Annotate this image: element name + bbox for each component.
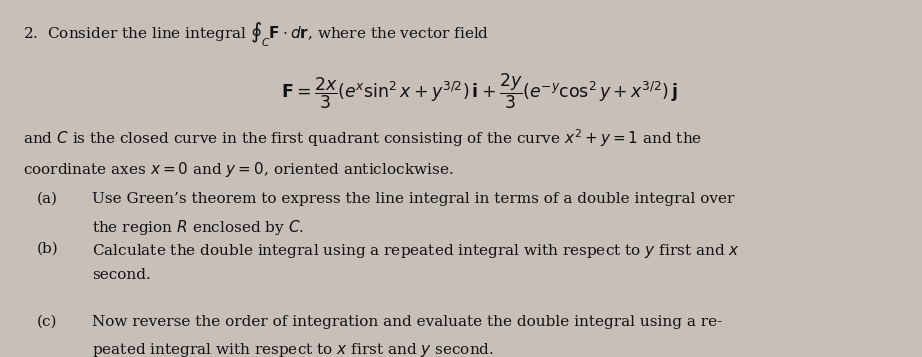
Text: Use Green’s theorem to express the line integral in terms of a double integral o: Use Green’s theorem to express the line … <box>92 192 735 206</box>
Text: peated integral with respect to $x$ first and $y$ second.: peated integral with respect to $x$ firs… <box>92 341 494 357</box>
Text: coordinate axes $x = 0$ and $y = 0$, oriented anticlockwise.: coordinate axes $x = 0$ and $y = 0$, ori… <box>23 160 454 178</box>
Text: $\mathbf{F} = \dfrac{2x}{3}(e^x \sin^2 x + y^{3/2})\,\mathbf{i} + \dfrac{2y}{3}(: $\mathbf{F} = \dfrac{2x}{3}(e^x \sin^2 x… <box>281 72 678 111</box>
Text: 2.  Consider the line integral $\oint_C \mathbf{F} \cdot d\mathbf{r}$, where the: 2. Consider the line integral $\oint_C \… <box>23 20 490 49</box>
Text: second.: second. <box>92 268 151 282</box>
Text: Calculate the double integral using a repeated integral with respect to $y$ firs: Calculate the double integral using a re… <box>92 242 740 260</box>
Text: the region $R$ enclosed by $C$.: the region $R$ enclosed by $C$. <box>92 218 304 237</box>
Text: (a): (a) <box>37 192 58 206</box>
Text: and $C$ is the closed curve in the first quadrant consisting of the curve $x^2 +: and $C$ is the closed curve in the first… <box>23 127 703 149</box>
Text: (c): (c) <box>37 315 57 329</box>
Text: Now reverse the order of integration and evaluate the double integral using a re: Now reverse the order of integration and… <box>92 315 723 329</box>
Text: (b): (b) <box>37 242 59 256</box>
